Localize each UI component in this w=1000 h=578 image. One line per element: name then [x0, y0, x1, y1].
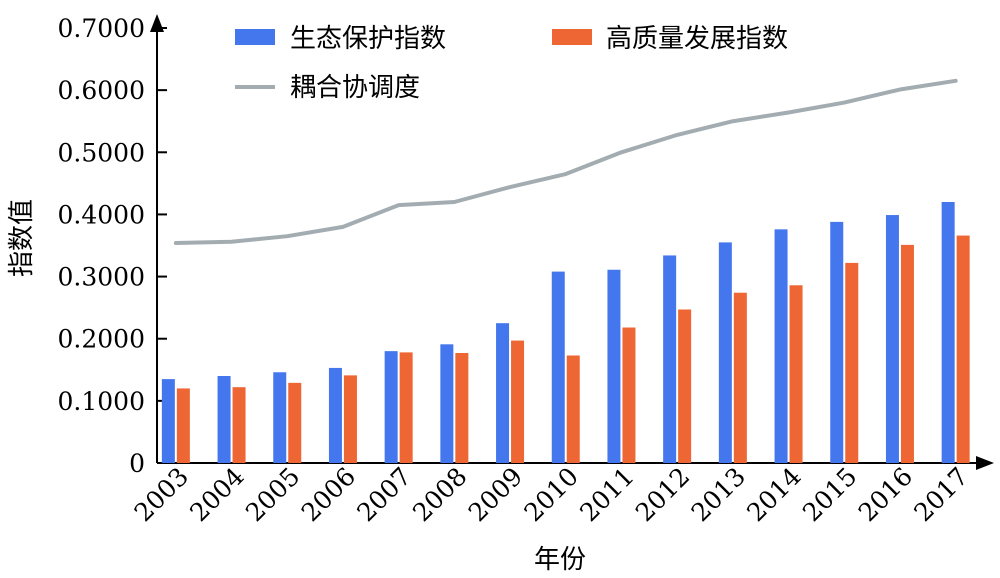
x-tick-label: 2017: [908, 462, 973, 527]
y-tick-label: 0.7000: [58, 14, 145, 43]
bar-quality-2008: [455, 353, 469, 463]
x-tick-label: 2006: [296, 462, 361, 527]
bar-quality-2009: [511, 340, 525, 463]
y-tick-label: 0.6000: [58, 76, 145, 105]
bar-ecology-2014: [774, 229, 788, 463]
x-tick-label: 2005: [240, 462, 305, 527]
bar-ecology-2013: [718, 242, 732, 463]
y-tick-label: 0.3000: [58, 263, 145, 292]
x-tick-label: 2012: [630, 462, 695, 527]
bar-ecology-2009: [496, 323, 510, 463]
legend-item-quality: 高质量发展指数: [552, 24, 788, 54]
x-tick-label: 2010: [518, 462, 583, 527]
x-tick-label: 2011: [574, 462, 639, 527]
x-tick-label: 2004: [184, 462, 249, 527]
bar-quality-2012: [678, 309, 692, 463]
legend-swatch-ecology: [235, 29, 275, 45]
legend-swatch-quality: [552, 29, 592, 45]
bar-quality-2011: [622, 327, 636, 463]
bar-quality-2005: [288, 382, 302, 463]
x-axis-arrow: [976, 456, 994, 470]
bar-ecology-2010: [551, 271, 565, 463]
bar-ecology-2007: [384, 351, 398, 463]
legend-label-coupling: 耦合协调度: [290, 73, 420, 103]
y-tick-label: 0.5000: [58, 138, 145, 167]
bar-ecology-2005: [273, 372, 287, 463]
bar-ecology-2015: [830, 221, 844, 463]
bar-quality-2003: [176, 388, 190, 463]
y-axis-title: 指数值: [7, 199, 37, 277]
bar-quality-2010: [566, 355, 580, 463]
bar-quality-2017: [956, 235, 970, 463]
x-ticks: 2003200420052006200720082009201020112012…: [129, 462, 974, 527]
x-tick-label: 2009: [463, 462, 528, 527]
bar-ecology-2008: [440, 344, 454, 463]
y-tick-label: 0.1000: [58, 387, 145, 416]
bar-quality-2016: [900, 244, 914, 463]
x-tick-label: 2014: [741, 462, 806, 527]
legend-item-coupling: 耦合协调度: [235, 73, 420, 103]
x-tick-label: 2007: [351, 462, 416, 527]
bar-ecology-2003: [161, 379, 175, 463]
x-tick-label: 2016: [853, 462, 918, 527]
bar-ecology-2017: [941, 202, 955, 463]
bars: [161, 202, 970, 463]
line-series: [173, 78, 958, 246]
line-coupling: [173, 78, 958, 246]
bar-quality-2006: [343, 375, 357, 463]
bar-quality-2013: [733, 292, 747, 463]
legend: 生态保护指数 高质量发展指数 耦合协调度: [235, 24, 788, 103]
x-tick-label: 2008: [407, 462, 472, 527]
bar-ecology-2016: [885, 215, 899, 463]
x-tick-label: 2013: [686, 462, 751, 527]
bar-ecology-2004: [217, 376, 231, 463]
y-tick-label: 0.4000: [58, 200, 145, 229]
bar-quality-2015: [845, 262, 859, 463]
y-ticks: 0 0.1000 0.2000 0.3000 0.4000 0.5000 0.6000 0.7…: [58, 14, 167, 478]
x-axis-title: 年份: [534, 545, 586, 575]
bar-ecology-2011: [607, 269, 621, 463]
x-tick-label: 2015: [797, 462, 862, 527]
bar-quality-2014: [789, 285, 803, 463]
bar-quality-2007: [399, 352, 413, 463]
y-tick-label: 0: [129, 449, 145, 478]
bar-ecology-2012: [663, 255, 677, 463]
legend-label-ecology: 生态保护指数: [290, 24, 446, 54]
y-axis-arrow: [150, 14, 164, 32]
bar-quality-2004: [232, 387, 246, 463]
bar-ecology-2006: [328, 367, 342, 463]
legend-item-ecology: 生态保护指数: [235, 24, 446, 54]
legend-label-quality: 高质量发展指数: [606, 24, 788, 54]
y-tick-label: 0.2000: [58, 325, 145, 354]
